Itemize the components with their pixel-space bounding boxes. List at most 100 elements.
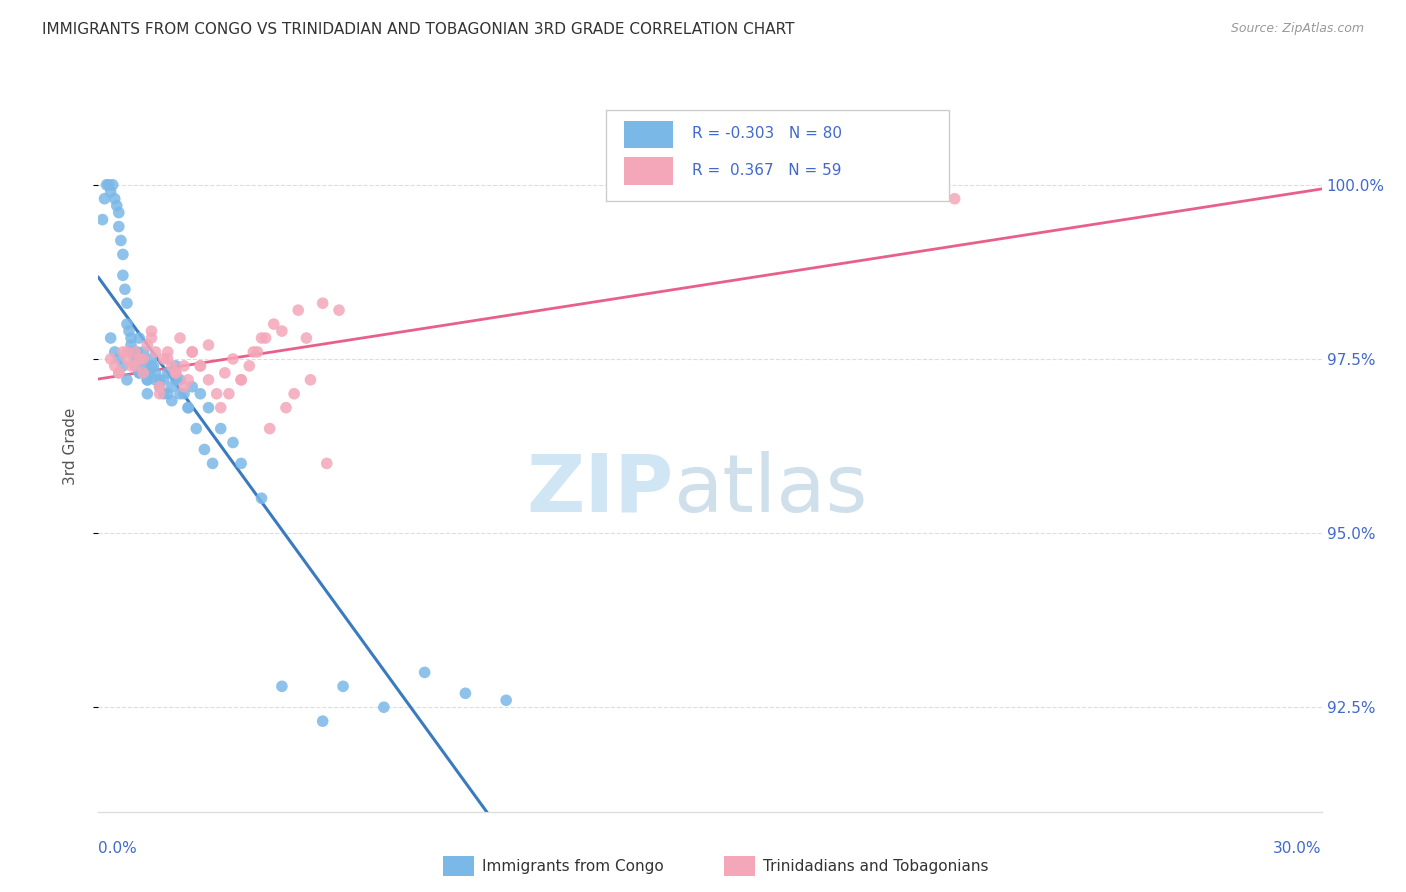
Point bbox=[193, 442, 215, 457]
Point bbox=[188, 359, 212, 373]
Point bbox=[270, 324, 294, 338]
Point bbox=[152, 373, 174, 387]
Text: 0.0%: 0.0% bbox=[98, 841, 138, 856]
Point bbox=[124, 345, 146, 359]
Point bbox=[165, 366, 187, 380]
Point bbox=[141, 324, 163, 338]
Point bbox=[110, 234, 132, 248]
Point bbox=[169, 373, 191, 387]
Point bbox=[328, 303, 350, 318]
Point bbox=[373, 700, 395, 714]
Point bbox=[120, 331, 142, 345]
Point bbox=[188, 386, 212, 401]
Point bbox=[100, 185, 122, 199]
Point bbox=[120, 338, 142, 352]
Point bbox=[111, 345, 134, 359]
Point bbox=[115, 351, 138, 366]
Point bbox=[136, 338, 159, 352]
Point bbox=[177, 401, 200, 415]
Point bbox=[127, 345, 149, 359]
Point bbox=[108, 219, 131, 234]
Point bbox=[132, 366, 155, 380]
Text: R =  0.367   N = 59: R = 0.367 N = 59 bbox=[692, 162, 841, 178]
Point bbox=[231, 373, 253, 387]
Point bbox=[96, 178, 118, 192]
Point bbox=[156, 351, 179, 366]
Point bbox=[136, 373, 159, 387]
Point bbox=[173, 380, 195, 394]
Point bbox=[132, 345, 155, 359]
Point bbox=[108, 351, 131, 366]
Point bbox=[108, 366, 131, 380]
Point bbox=[141, 351, 163, 366]
Point bbox=[136, 373, 159, 387]
Point bbox=[197, 401, 219, 415]
Point bbox=[136, 386, 159, 401]
Point bbox=[181, 345, 204, 359]
Bar bbox=[724, 856, 755, 876]
Point bbox=[943, 192, 966, 206]
Point bbox=[169, 331, 191, 345]
Point bbox=[122, 345, 145, 359]
Point bbox=[160, 393, 183, 408]
Text: 30.0%: 30.0% bbox=[1274, 841, 1322, 856]
Point bbox=[138, 366, 160, 380]
Point bbox=[111, 359, 134, 373]
Point bbox=[312, 296, 335, 310]
Text: ZIP: ZIP bbox=[526, 450, 673, 529]
Point bbox=[104, 192, 127, 206]
Point bbox=[111, 268, 134, 283]
Point bbox=[231, 373, 253, 387]
Point bbox=[108, 205, 131, 219]
Point bbox=[124, 351, 146, 366]
Point bbox=[124, 359, 146, 373]
Point bbox=[149, 373, 172, 387]
Point bbox=[160, 359, 183, 373]
Point bbox=[108, 366, 131, 380]
Point bbox=[97, 178, 120, 192]
Point bbox=[149, 380, 172, 394]
Point bbox=[413, 665, 436, 680]
Point bbox=[156, 386, 179, 401]
Point bbox=[100, 331, 122, 345]
Point bbox=[100, 351, 122, 366]
Point bbox=[152, 386, 174, 401]
Point bbox=[181, 345, 204, 359]
Point bbox=[259, 421, 281, 435]
Point bbox=[149, 386, 172, 401]
Bar bbox=[624, 157, 673, 185]
FancyBboxPatch shape bbox=[606, 110, 949, 201]
Point bbox=[201, 457, 224, 471]
Point bbox=[145, 366, 167, 380]
Text: IMMIGRANTS FROM CONGO VS TRINIDADIAN AND TOBAGONIAN 3RD GRADE CORRELATION CHART: IMMIGRANTS FROM CONGO VS TRINIDADIAN AND… bbox=[42, 22, 794, 37]
Point bbox=[141, 331, 163, 345]
Point bbox=[134, 366, 156, 380]
Point bbox=[128, 351, 150, 366]
Text: Immigrants from Congo: Immigrants from Congo bbox=[482, 859, 664, 873]
Point bbox=[254, 331, 277, 345]
Point bbox=[124, 359, 146, 373]
Text: Source: ZipAtlas.com: Source: ZipAtlas.com bbox=[1230, 22, 1364, 36]
Point bbox=[173, 386, 195, 401]
Point bbox=[132, 359, 155, 373]
Point bbox=[129, 351, 152, 366]
Point bbox=[128, 331, 150, 345]
Point bbox=[299, 373, 322, 387]
Point bbox=[242, 345, 264, 359]
Point bbox=[312, 714, 335, 728]
Point bbox=[246, 345, 269, 359]
Point bbox=[165, 359, 187, 373]
Point bbox=[218, 386, 240, 401]
Point bbox=[115, 296, 138, 310]
Bar bbox=[443, 856, 474, 876]
Point bbox=[115, 345, 138, 359]
Point bbox=[186, 421, 208, 435]
Bar bbox=[624, 120, 673, 148]
Point bbox=[332, 679, 354, 693]
Point bbox=[188, 359, 212, 373]
Point bbox=[128, 366, 150, 380]
Point bbox=[101, 178, 124, 192]
Point bbox=[209, 421, 232, 435]
Point bbox=[152, 351, 174, 366]
Point bbox=[222, 435, 245, 450]
